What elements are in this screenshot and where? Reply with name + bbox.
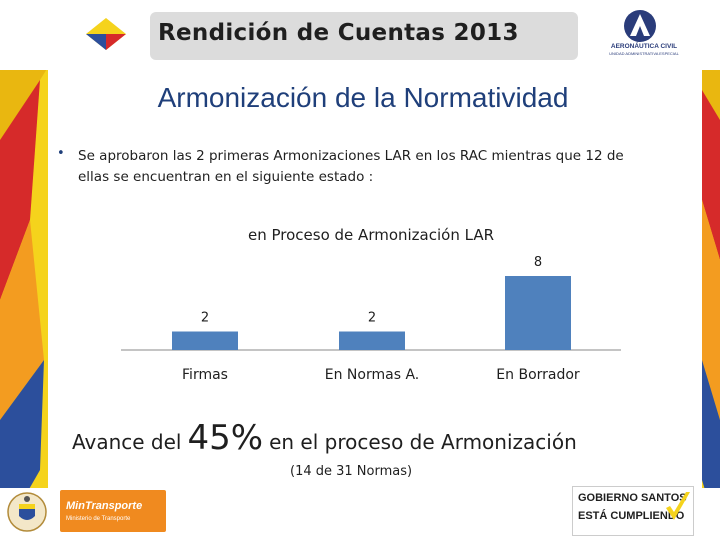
coat-of-arms-icon bbox=[7, 492, 47, 532]
chart-title: en Proceso de Armonización LAR bbox=[248, 226, 494, 244]
bar-en-borrador bbox=[505, 276, 571, 350]
mintransporte-name: MinTransporte bbox=[66, 500, 143, 512]
gobierno-line2: ESTÁ CUMPLIENDO bbox=[578, 510, 685, 522]
checkmark-icon bbox=[666, 492, 690, 520]
mintransporte-logo bbox=[60, 490, 166, 532]
header-title: Rendición de Cuentas 2013 bbox=[158, 20, 519, 46]
slide-title: Armonización de la Normatividad bbox=[157, 82, 569, 113]
colombia-flag-diamond-icon bbox=[86, 18, 126, 50]
content-card bbox=[48, 66, 702, 496]
category-label: En Normas A. bbox=[325, 367, 419, 383]
bar-firmas bbox=[172, 331, 238, 350]
bullet-marker: • bbox=[57, 146, 65, 161]
category-label: Firmas bbox=[182, 367, 228, 383]
data-label: 8 bbox=[534, 255, 542, 270]
avance-suffix: en el proceso de Armonización bbox=[269, 430, 577, 454]
avance-prefix: Avance del bbox=[72, 430, 182, 454]
data-label: 2 bbox=[368, 311, 376, 326]
normas-count: (14 de 31 Normas) bbox=[290, 464, 413, 479]
data-label: 2 bbox=[201, 311, 209, 326]
bullet-text: Se aprobaron las 2 primeras Armonizacion… bbox=[78, 148, 624, 185]
aero-logo-sub: UNIDAD ADMINISTRATIVA ESPECIAL bbox=[609, 51, 679, 56]
avance-line: Avance del 45% en el proceso de Armonizaci… bbox=[72, 418, 577, 458]
avance-percent: 45% bbox=[187, 418, 264, 458]
gobierno-line1: GOBIERNO SANTOS bbox=[578, 492, 687, 504]
bar-en-normas-a bbox=[339, 331, 405, 350]
aero-logo-name: AERONÁUTICA CIVIL bbox=[610, 43, 678, 50]
category-label: En Borrador bbox=[496, 367, 580, 383]
mintransporte-sub: Ministerio de Transporte bbox=[66, 516, 131, 522]
aeronautica-civil-logo-icon bbox=[624, 10, 656, 42]
header-banner bbox=[150, 12, 578, 60]
gobierno-santos-logo bbox=[572, 486, 694, 536]
